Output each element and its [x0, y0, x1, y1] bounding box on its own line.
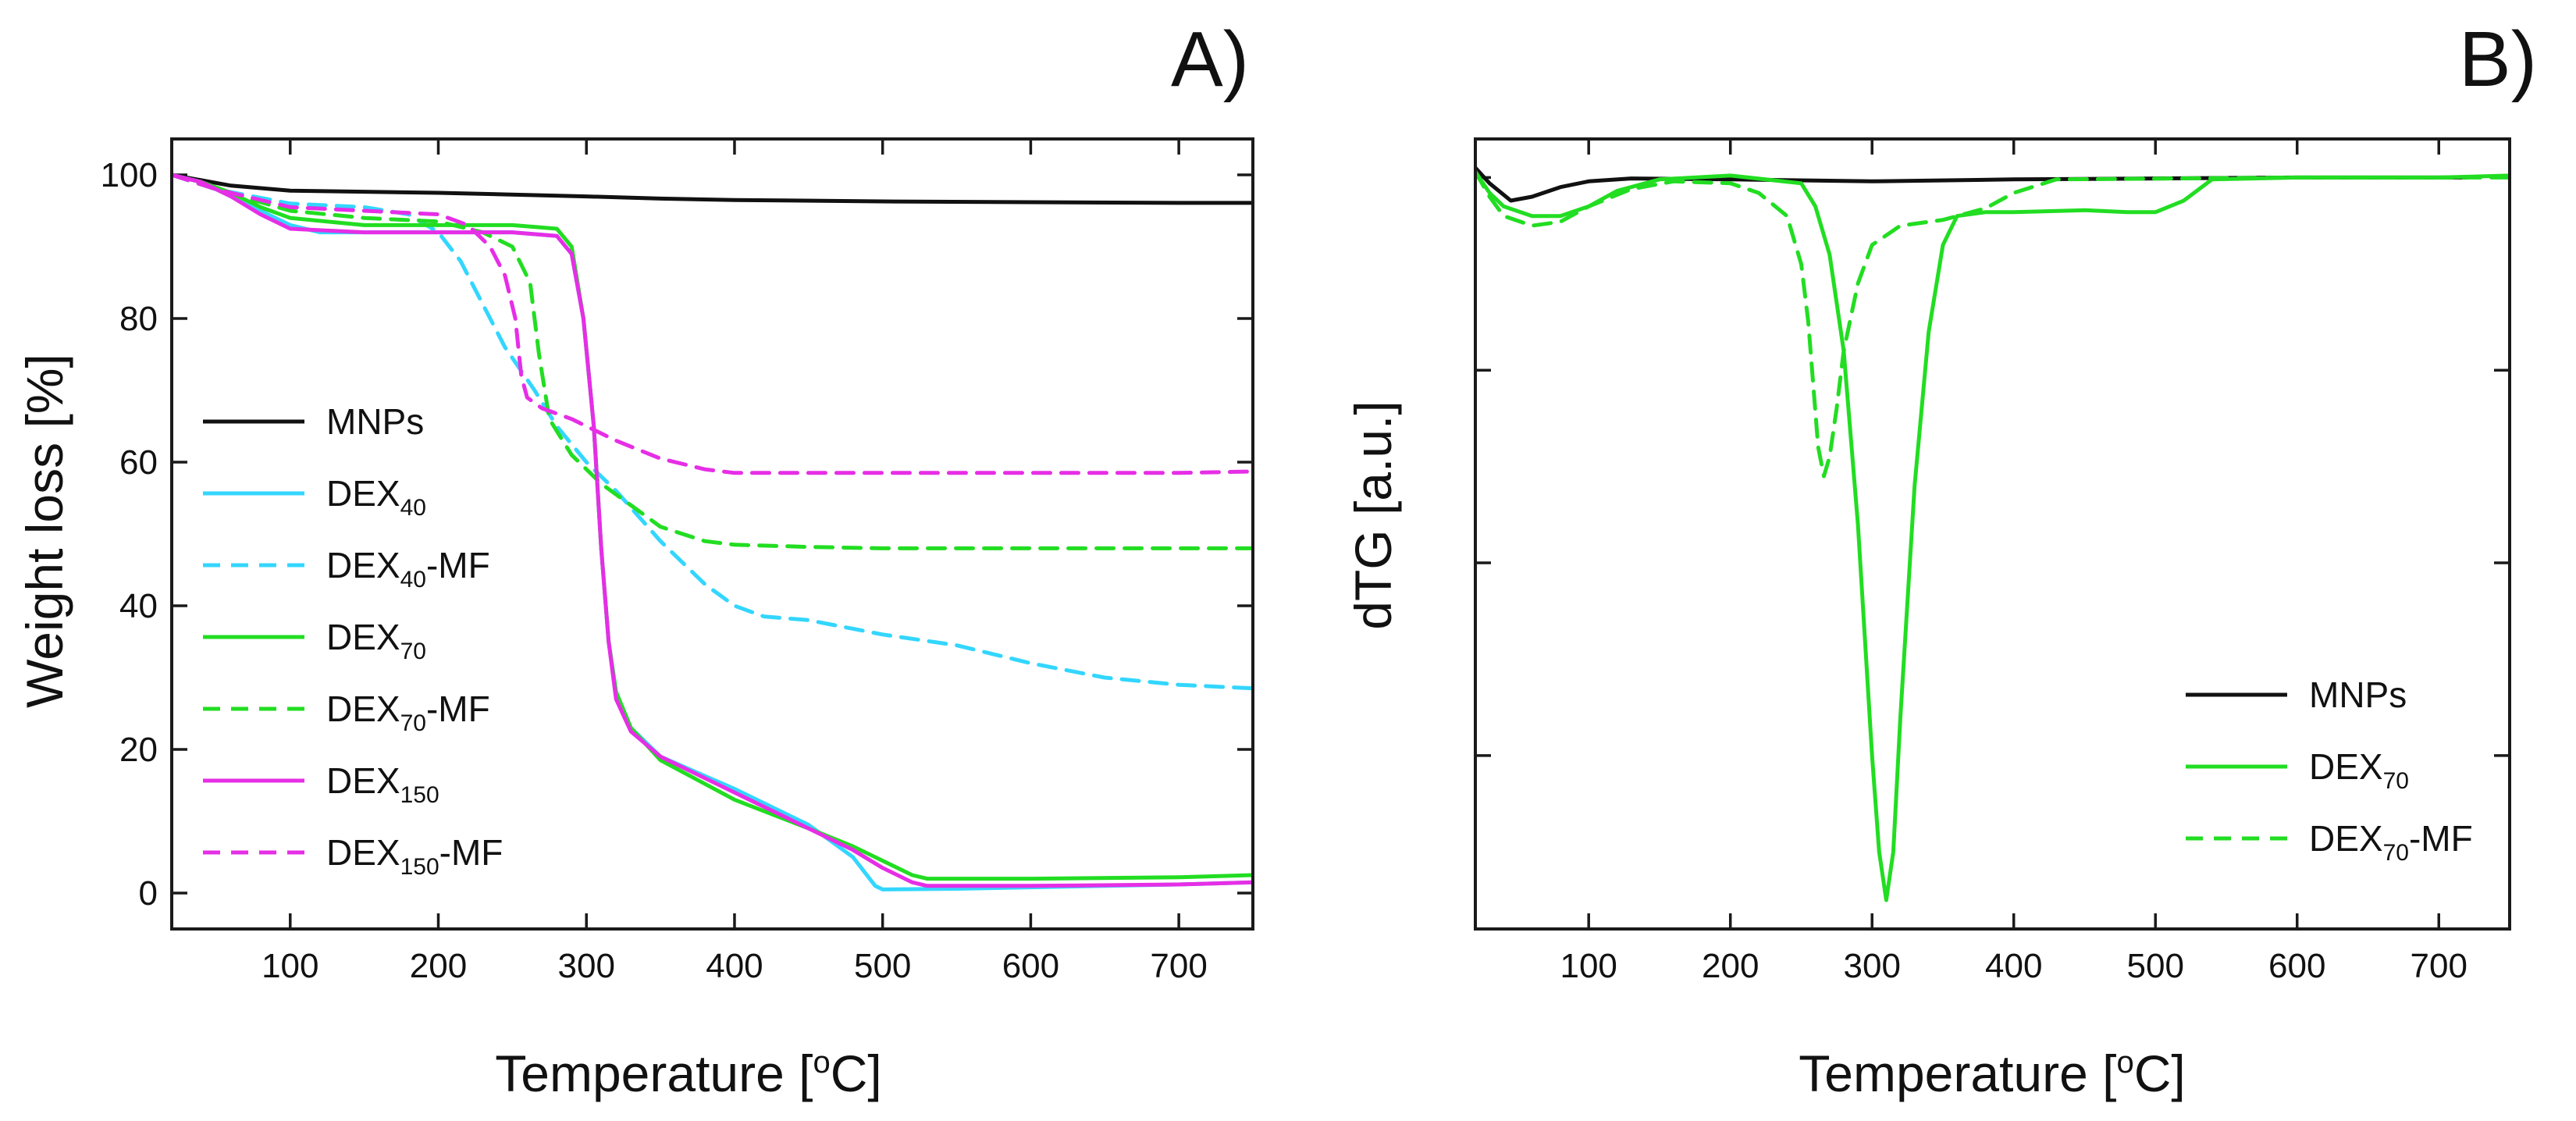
legend-label: DEX150-MF: [326, 832, 503, 880]
panel-a-x-axis-title: Temperature [oC]: [495, 1044, 881, 1102]
series-dex70: [1475, 169, 2510, 902]
panel-b: B) Temperature [oC] dTG [a.u.] 100 200 300…: [1344, 16, 2537, 1102]
x-tick-label: 100: [262, 947, 318, 985]
y-tick-label: 20: [119, 731, 158, 769]
x-tick-label: 500: [854, 947, 911, 985]
panel-b-x-axis-title: Temperature [oC]: [1799, 1044, 2185, 1102]
y-tick-label: 80: [119, 300, 158, 338]
panel-b-ticks: 100 200 300 400 500 600 700: [1475, 139, 2510, 985]
y-tick-label: 100: [101, 156, 158, 194]
legend-label: DEX70: [326, 617, 426, 664]
x-tick-label: 600: [1002, 947, 1059, 985]
panel-b-plot-area: [1475, 165, 2510, 902]
x-tick-label: 200: [1702, 947, 1759, 985]
x-tick-label: 600: [2268, 947, 2325, 985]
panel-a-legend: MNPs DEX40 DEX40-MF DEX70 DEX70-MF DEX150 DEX1…: [203, 401, 503, 880]
series-dex70-mf: [172, 173, 1253, 550]
series-dex150: [172, 173, 1253, 888]
x-tick-label: 200: [410, 947, 467, 985]
x-tick-label: 400: [1985, 947, 2042, 985]
legend-label: DEX40-MF: [326, 545, 490, 593]
legend-label: DEX70-MF: [326, 689, 490, 736]
panel-b-label: B): [2459, 16, 2537, 103]
legend-label: DEX70-MF: [2309, 818, 2473, 866]
panel-b-y-axis-title: dTG [a.u.]: [1344, 400, 1402, 629]
panel-b-legend: MNPs DEX70 DEX70-MF: [2186, 674, 2473, 866]
panel-a: A) Temperature [oC] Weight loss [%] 100 2…: [16, 16, 1254, 1102]
series-dex70-mf: [1475, 169, 2510, 479]
x-tick-label: 700: [2411, 947, 2467, 985]
legend-label: MNPs: [326, 401, 424, 442]
x-tick-label: 700: [1150, 947, 1207, 985]
series-mnps: [1475, 165, 2469, 203]
x-tick-label: 400: [706, 947, 763, 985]
x-tick-label: 300: [558, 947, 615, 985]
series-mnps: [172, 173, 1253, 205]
legend-label: DEX40: [326, 473, 426, 521]
y-tick-label: 60: [119, 443, 158, 482]
x-tick-label: 100: [1560, 947, 1617, 985]
legend-label: DEX70: [2309, 746, 2409, 794]
legend-label: MNPs: [2309, 674, 2407, 715]
x-tick-label: 500: [2127, 947, 2184, 985]
legend-label: DEX150: [326, 760, 439, 808]
y-tick-label: 0: [139, 874, 158, 913]
y-tick-label: 40: [119, 587, 158, 625]
panel-a-plot-area: [172, 173, 1253, 891]
panel-a-ticks: 100 200 300 400 500 600 700 0 20 40 60 80 100: [101, 139, 1253, 985]
panel-a-y-axis-title: Weight loss [%]: [16, 354, 73, 708]
plot-frame: [170, 137, 1254, 931]
plot-frame: [1474, 137, 2511, 931]
panel-a-label: A): [1171, 16, 1249, 103]
x-tick-label: 300: [1844, 947, 1901, 985]
series-dex150-mf: [172, 173, 1253, 475]
